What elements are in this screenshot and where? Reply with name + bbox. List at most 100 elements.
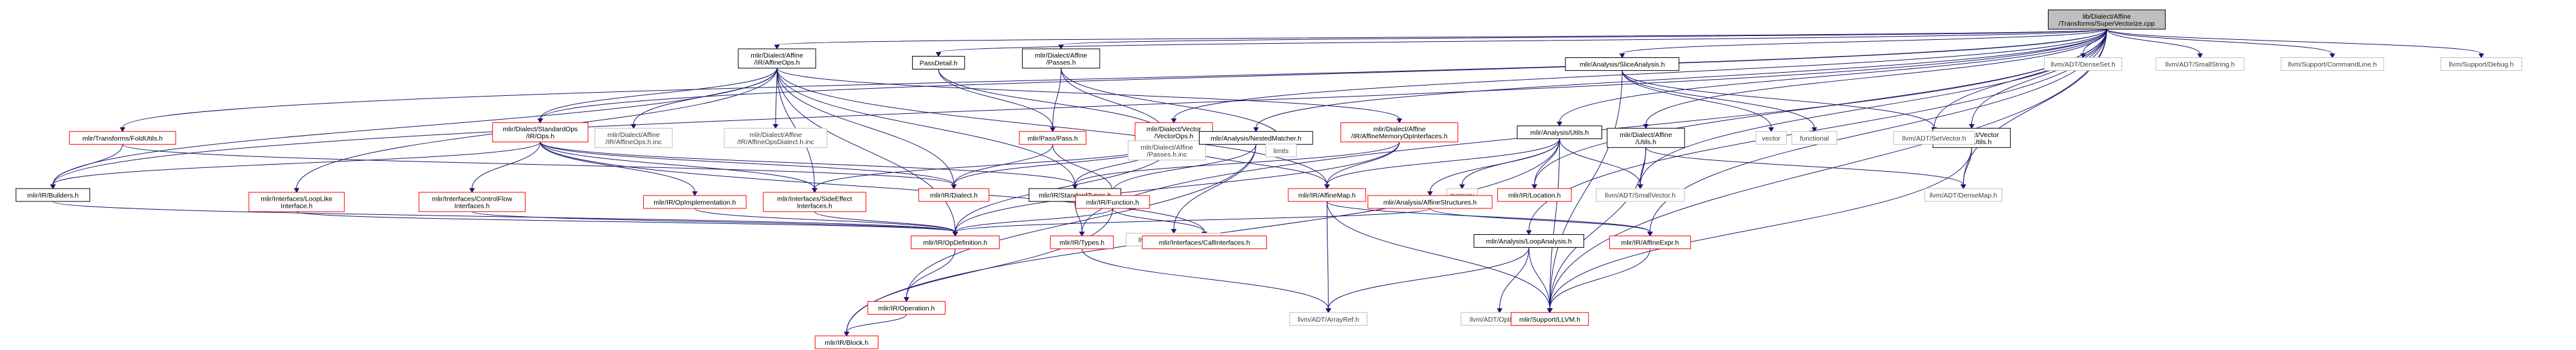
node-label-line: PassDetail.h xyxy=(920,59,958,67)
edge-operation-to-block xyxy=(843,314,907,336)
edge-line xyxy=(1328,247,1530,309)
edge-root-to-affine_passes xyxy=(1058,28,2107,50)
edge-affine_ops-to-affine_ops_inc xyxy=(630,68,778,129)
node-label-line: mlir/Dialect/Affine xyxy=(1373,125,1426,133)
node-label-line: mlir/IR/OpImplementation.h xyxy=(653,199,736,207)
node-affine-memop-ifaces[interactable]: mlir/Dialect/Affine/IR/AffineMemoryOpInt… xyxy=(1340,122,1459,143)
node-types[interactable]: mlir/IR/Types.h xyxy=(1050,235,1114,250)
node-label-line: mlir/IR/Block.h xyxy=(825,339,868,347)
edge-line xyxy=(1074,201,1082,232)
edge-line xyxy=(814,142,1174,189)
node-label-line: mlir/IR/Builders.h xyxy=(27,192,78,199)
node-affine-ops[interactable]: mlir/Dialect/Affine/IR/AffineOps.h xyxy=(738,48,816,69)
edge-fold_utils-to-dialect xyxy=(122,143,957,190)
edge-pass_detail-to-pass_pass xyxy=(938,69,1056,133)
node-box xyxy=(2043,57,2123,71)
node-nested-matcher[interactable]: mlir/Analysis/NestedMatcher.h xyxy=(1199,131,1313,145)
edge-std_ops-to-builders xyxy=(50,142,541,190)
edge-arrowhead xyxy=(293,188,300,193)
node-support-llvm[interactable]: mlir/Support/LLVM.h xyxy=(1510,312,1589,326)
node-box xyxy=(1497,188,1572,202)
node-affine-structures[interactable]: mlir/Analysis/AffineStructures.h xyxy=(1367,195,1493,209)
node-label-line: mlir/Dialect/StandardOps xyxy=(503,125,578,133)
node-label-line: mlir/IR/AffineMap.h xyxy=(1299,192,1356,199)
node-analysis-utils[interactable]: mlir/Analysis/Utils.h xyxy=(1517,125,1602,140)
node-box xyxy=(1367,195,1493,209)
edge-analysis_utils-to-affine_map xyxy=(1324,138,1560,190)
node-box xyxy=(1019,131,1086,145)
edge-line xyxy=(1621,70,1815,128)
node-dialect[interactable]: mlir/IR/Dialect.h xyxy=(918,188,990,202)
node-label-line: /Passes.h.inc xyxy=(1147,151,1187,158)
edge-nested_matcher-to-allocator xyxy=(1171,144,1257,234)
edge-arrowhead xyxy=(1324,184,1330,190)
node-label-line: mlir/IR/OpDefinition.h xyxy=(923,239,987,247)
node-pass-pass[interactable]: mlir/Pass/Pass.h xyxy=(1019,131,1086,145)
edge-line xyxy=(52,68,778,185)
node-box xyxy=(1128,140,1206,161)
node-fold-utils[interactable]: mlir/Transforms/FoldUtils.h xyxy=(69,131,176,145)
node-set-vector: llvm/ADT/SetVector.h xyxy=(1893,131,1975,145)
node-pass-detail[interactable]: PassDetail.h xyxy=(912,55,965,69)
node-block[interactable]: mlir/IR/Block.h xyxy=(814,335,879,349)
edge-arrowhead xyxy=(1058,44,1064,50)
edge-loop_analysis-to-support_llvm xyxy=(1528,247,1553,313)
edge-line xyxy=(1621,28,2107,55)
node-label-line: mlir/IR/Location.h xyxy=(1508,192,1561,199)
node-label-line: mlir/Transforms/FoldUtils.h xyxy=(82,134,163,142)
node-functional: functional xyxy=(1791,131,1838,145)
node-location[interactable]: mlir/IR/Location.h xyxy=(1497,188,1572,202)
edge-root-to-affine_expr xyxy=(1647,29,2107,237)
edge-arrowhead xyxy=(1171,118,1177,124)
edge-control_flow-to-op_definition xyxy=(471,211,958,237)
edge-loop_analysis-to-array_ref xyxy=(1325,247,1530,313)
edge-line xyxy=(1549,138,1560,309)
node-label-line: /IR/AffineOps.h xyxy=(754,59,799,66)
edge-arrowhead xyxy=(1619,53,1625,59)
node-box xyxy=(1565,57,1679,71)
node-function[interactable]: mlir/IR/Function.h xyxy=(1075,195,1150,209)
node-call-interfaces[interactable]: mlir/Interfaces/CallInterfaces.h xyxy=(1142,235,1267,250)
node-label-line: mlir/Support/LLVM.h xyxy=(1519,316,1580,324)
edge-line xyxy=(2106,29,2200,54)
node-box xyxy=(1340,122,1459,143)
edge-root-to-vector_utils xyxy=(1969,29,2107,129)
node-builders[interactable]: mlir/IR/Builders.h xyxy=(15,188,91,202)
node-affine-passes[interactable]: mlir/Dialect/Affine/Passes.h xyxy=(1021,48,1101,69)
node-box xyxy=(1050,235,1114,250)
node-label-line: llvm/ADT/DenseMap.h xyxy=(1930,192,1997,199)
node-std-ops[interactable]: mlir/Dialect/StandardOps/IR/Ops.h xyxy=(492,122,589,143)
node-slice-analysis[interactable]: mlir/Analysis/SliceAnalysis.h xyxy=(1565,57,1679,71)
node-affine-expr[interactable]: mlir/IR/AffineExpr.h xyxy=(1609,235,1691,250)
node-affine-utils[interactable]: mlir/Dialect/Affine/Utils.h xyxy=(1607,127,1685,148)
edge-arrowhead xyxy=(1531,184,1538,190)
node-affine-passes-inc: mlir/Dialect/Affine/Passes.h.inc xyxy=(1128,140,1206,161)
edge-affine_structures-to-affine_expr xyxy=(1429,208,1653,237)
edge-line xyxy=(1645,147,1964,185)
edge-arrowhead xyxy=(469,188,475,193)
edge-arrowhead xyxy=(1072,184,1078,190)
node-label-line: /IR/AffineOpsDialect.h.inc xyxy=(737,138,814,146)
edge-arrowhead xyxy=(951,184,957,190)
node-box xyxy=(814,335,879,349)
node-box xyxy=(918,188,990,202)
node-op-impl[interactable]: mlir/IR/OpImplementation.h xyxy=(643,195,747,209)
edge-line xyxy=(540,142,815,189)
node-label-line: mlir/Dialect/Affine xyxy=(1620,131,1672,139)
node-root[interactable]: lib/Dialect/Affine/Transforms/SuperVecto… xyxy=(2047,9,2166,30)
node-label-line: llvm/ADT/ArrayRef.h xyxy=(1297,316,1359,324)
edge-fold_utils-to-builders xyxy=(50,144,123,190)
edge-arrowhead xyxy=(1960,184,1966,190)
node-affine-map[interactable]: mlir/IR/AffineMap.h xyxy=(1288,188,1366,202)
node-op-definition[interactable]: mlir/IR/OpDefinition.h xyxy=(910,235,1000,250)
edge-line xyxy=(1549,29,2107,309)
node-label-line: mlir/Pass/Pass.h xyxy=(1028,134,1078,142)
node-operation[interactable]: mlir/IR/Operation.h xyxy=(867,300,946,315)
edge-line xyxy=(1052,144,1113,192)
edge-arrowhead xyxy=(1171,228,1177,234)
node-loop-analysis[interactable]: mlir/Analysis/LoopAnalysis.h xyxy=(1474,234,1584,248)
node-affine-ops-dialect-inc: mlir/Dialect/Affine/IR/AffineOpsDialect.… xyxy=(724,127,828,148)
